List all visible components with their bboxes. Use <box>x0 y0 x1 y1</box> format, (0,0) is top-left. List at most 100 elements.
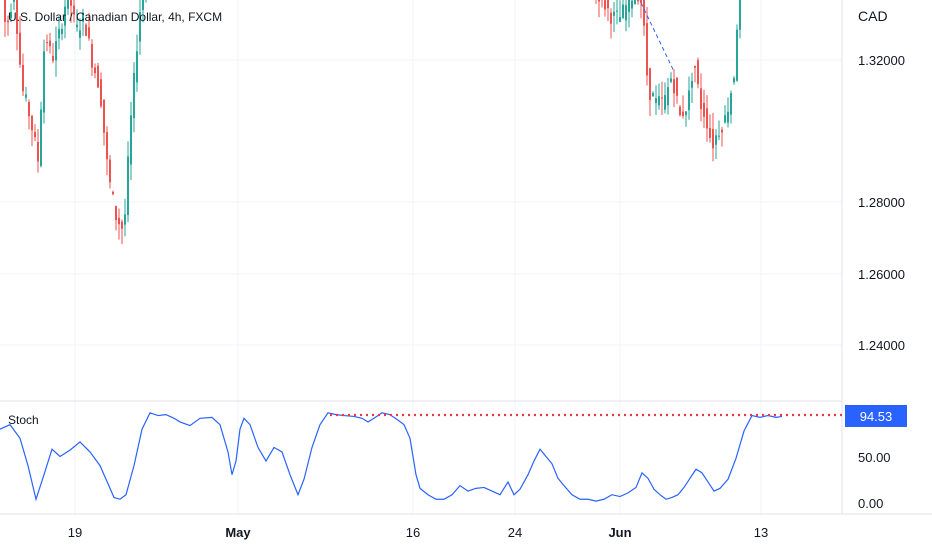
candle-body <box>658 96 660 106</box>
candle-body <box>79 30 81 38</box>
level-labels: 2nd Resistance1.297101st Resistance1.290… <box>845 404 907 427</box>
candle-body <box>712 129 714 149</box>
candle-body <box>31 115 33 131</box>
candle-body <box>16 0 18 34</box>
candle-body <box>607 0 609 9</box>
time-axis: 19 May 16 24 Jun 13 <box>68 525 768 540</box>
candle-body <box>22 64 24 92</box>
stoch-line <box>0 412 783 502</box>
candle-body <box>67 0 69 9</box>
candle-body <box>94 67 96 74</box>
candle-body <box>640 0 642 3</box>
candle-body <box>124 214 126 225</box>
candle-body <box>133 72 135 119</box>
candle-body <box>97 65 99 88</box>
candle-body <box>85 24 87 36</box>
candle-body <box>634 0 636 5</box>
candle-body <box>106 132 108 160</box>
candle-body <box>625 5 627 21</box>
candle-body <box>649 68 651 101</box>
candle-body <box>736 29 738 81</box>
candle-body <box>64 6 66 26</box>
candle-body <box>631 0 633 9</box>
candle-body <box>115 206 117 221</box>
candle-body <box>4 0 6 22</box>
chart-title: U.S. Dollar / Canadian Dollar, 4h, FXCM <box>8 10 223 24</box>
price-tick-label: 1.28000 <box>858 195 905 210</box>
candle-body <box>694 66 696 68</box>
time-tick-label: 19 <box>68 525 82 540</box>
candle-body <box>676 77 678 96</box>
price-axis: 1.32000 1.28000 1.26000 1.24000 50.00 0.00 <box>858 53 905 511</box>
candle-body <box>688 90 690 111</box>
candle-body <box>82 12 84 22</box>
candle-body <box>628 0 630 12</box>
stoch-value-badge <box>845 404 907 427</box>
candle-body <box>670 78 672 82</box>
candle-body <box>7 20 9 23</box>
time-tick-label: 16 <box>406 525 420 540</box>
candle-body <box>655 98 657 104</box>
time-tick-label: May <box>225 525 251 540</box>
candle-body <box>697 60 699 85</box>
candle-body <box>25 94 27 98</box>
price-tick-label: 1.32000 <box>858 53 905 68</box>
candle-body <box>604 0 606 10</box>
candle-body <box>703 102 705 117</box>
candle-body <box>109 159 111 183</box>
candle-body <box>685 111 687 116</box>
candle-body <box>664 95 666 110</box>
candle-body <box>136 51 138 83</box>
candle-body <box>610 12 612 24</box>
stoch-tick-label: 50.00 <box>858 450 891 465</box>
candle-body <box>739 0 741 30</box>
candle-body <box>127 156 129 216</box>
candle-body <box>691 81 693 88</box>
candle-body <box>706 108 708 129</box>
candle-body <box>58 28 60 39</box>
price-tick-label: 1.26000 <box>858 267 905 282</box>
candle-body <box>88 27 90 39</box>
time-tick-label: Jun <box>608 525 631 540</box>
time-tick-label: 24 <box>508 525 522 540</box>
candle-body <box>718 135 720 137</box>
candle-body <box>646 23 648 76</box>
candle-body <box>130 115 132 165</box>
candle-body <box>121 221 123 229</box>
candle-body <box>112 191 114 195</box>
stoch-label: Stoch <box>8 413 39 427</box>
candle-body <box>34 132 36 138</box>
candle-body <box>721 129 723 133</box>
candle-body <box>682 111 684 117</box>
candle-body <box>598 0 600 2</box>
candle-body <box>724 115 726 123</box>
candle-body <box>142 0 144 11</box>
candle-body <box>667 87 669 106</box>
candle-body <box>616 10 618 12</box>
candle-body <box>103 99 105 133</box>
candle-body <box>619 17 621 22</box>
candle-body <box>637 0 639 2</box>
candle-body <box>733 77 735 83</box>
candle-body <box>13 0 15 2</box>
candle-body <box>52 55 54 61</box>
stochastic-pane <box>0 412 842 502</box>
grid <box>0 0 842 514</box>
candle-body <box>91 44 93 68</box>
candle-body <box>700 88 702 110</box>
currency-label: CAD <box>858 8 888 24</box>
candle-body <box>622 4 624 18</box>
candle-body <box>709 127 711 138</box>
candle-body <box>43 51 45 113</box>
candle-body <box>55 41 57 61</box>
candle-body <box>10 12 12 19</box>
candle-body <box>61 28 63 35</box>
stoch-tick-label: 0.00 <box>858 496 883 511</box>
candlesticks <box>4 0 741 245</box>
candle-body <box>100 79 102 107</box>
candle-body <box>652 93 654 97</box>
candle-body <box>28 101 30 117</box>
candle-body <box>727 111 729 123</box>
candle-body <box>73 5 75 15</box>
candle-body <box>730 93 732 115</box>
